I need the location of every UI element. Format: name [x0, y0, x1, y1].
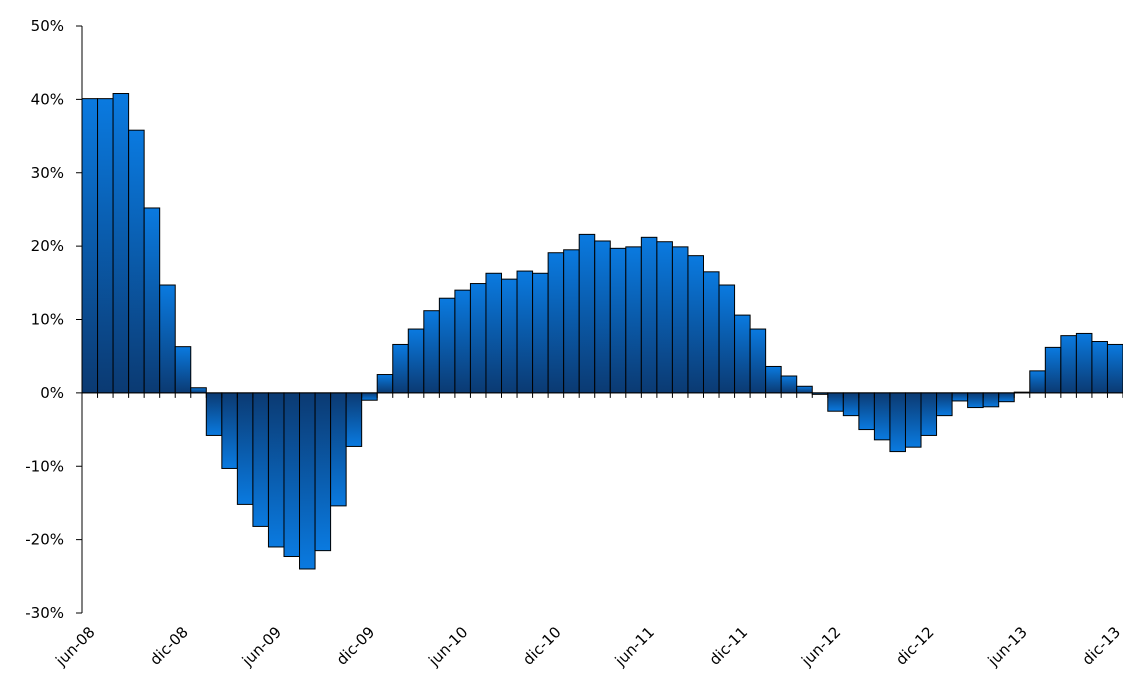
bar-feb-09 [205, 392, 223, 436]
bar-jul-12 [842, 392, 860, 417]
y-tick-label: -10% [25, 457, 64, 475]
bar-mar-09 [221, 392, 238, 469]
bar-dic-08 [174, 346, 192, 394]
bar-feb-10 [392, 343, 409, 394]
x-tick-label: jun-08 [51, 623, 98, 670]
bar-nov-13 [1091, 341, 1108, 394]
bar-ago-08 [112, 93, 130, 394]
bar-abr-09 [236, 392, 254, 505]
bar-oct-09 [330, 392, 347, 507]
x-tick-label: dic-13 [1078, 623, 1123, 669]
bar-ene-09 [190, 387, 207, 394]
bar-nov-12 [904, 392, 922, 448]
bar-jun-10 [454, 289, 471, 394]
bar-jul-11 [656, 241, 673, 394]
bar-nov-09 [345, 392, 363, 447]
bar-may-13 [998, 392, 1015, 403]
x-tick-label: dic-11 [706, 623, 752, 669]
x-tick-label: dic-09 [333, 623, 379, 669]
bar-ene-11 [563, 249, 580, 394]
bar-sep-13 [1060, 335, 1077, 394]
bar-dic-10 [547, 252, 565, 394]
bar-nov-08 [159, 284, 176, 394]
bar-may-09 [252, 392, 269, 527]
bars-group [81, 93, 1123, 570]
bar-sep-11 [687, 255, 705, 394]
bar-jul-08 [97, 98, 114, 394]
bar-sep-12 [873, 392, 891, 441]
bar-abr-10 [423, 310, 440, 394]
y-tick-label: 20% [31, 237, 64, 255]
bar-ago-12 [858, 392, 875, 431]
bar-sep-09 [314, 392, 332, 552]
x-tick-label: dic-12 [892, 623, 938, 669]
bar-dic-12 [920, 392, 938, 436]
bar-ago-11 [671, 246, 689, 394]
bar-jun-12 [827, 392, 844, 412]
bar-sep-10 [501, 278, 518, 394]
bar-jul-10 [469, 283, 487, 394]
bar-feb-11 [578, 233, 596, 394]
x-tick-label: jun-12 [797, 623, 844, 670]
bar-oct-10 [516, 270, 534, 394]
x-tick-label: dic-10 [519, 623, 565, 669]
bar-dic-11 [734, 314, 751, 394]
x-tick-label: jun-13 [984, 623, 1031, 670]
x-tick-label: dic-08 [146, 623, 192, 669]
bar-feb-12 [765, 365, 782, 394]
y-tick-label: 0% [40, 384, 64, 402]
bar-oct-13 [1075, 332, 1093, 394]
bar-mar-13 [967, 392, 984, 409]
bar-oct-08 [143, 207, 161, 394]
bar-mar-10 [407, 328, 425, 394]
bar-feb-13 [951, 392, 969, 402]
bar-sep-08 [128, 129, 145, 394]
x-tick-label: jun-10 [424, 623, 471, 670]
bar-jul-09 [283, 392, 301, 558]
bar-mar-11 [594, 240, 611, 394]
y-tick-label: 30% [31, 164, 64, 182]
x-axis-labels: jun-08 dic-08 jun-09 dic-09 jun-10 dic-10 jun-… [51, 623, 1123, 670]
bar-abr-12 [796, 385, 813, 394]
bar-ene-13 [936, 392, 953, 417]
bar-oct-11 [702, 271, 720, 394]
y-tick-label: 40% [31, 90, 64, 108]
x-tick-label: jun-11 [611, 623, 658, 670]
bar-nov-11 [718, 284, 736, 394]
bar-jul-13 [1029, 370, 1046, 394]
y-tick-label: -20% [25, 531, 64, 549]
bar-jun-08 [81, 98, 99, 394]
y-axis-labels: -30% -20% -10% 0% 10% 20% 30% 40% 50% [25, 17, 64, 622]
y-tick-label: 10% [31, 311, 64, 329]
bar-ene-10 [376, 374, 394, 394]
bar-dic-13 [1106, 343, 1123, 394]
bar-jun-11 [640, 236, 658, 394]
bar-ago-09 [299, 392, 316, 570]
axes-group [76, 25, 1123, 614]
bar-nov-10 [532, 272, 549, 394]
y-tick-label: 50% [31, 17, 64, 35]
bar-may-11 [625, 246, 642, 394]
x-tick-label: jun-09 [238, 623, 285, 670]
bar-oct-12 [889, 392, 906, 453]
y-tick-label: -30% [25, 604, 64, 622]
bar-abr-11 [609, 247, 627, 394]
bar-ago-13 [1044, 346, 1062, 394]
bar-ene-12 [749, 328, 767, 394]
bar-abr-13 [982, 392, 1000, 408]
bar-ago-10 [485, 272, 503, 394]
bar-may-10 [438, 297, 456, 394]
bar-dic-09 [361, 392, 378, 401]
bar-mar-12 [780, 375, 798, 394]
bar-jun-09 [267, 392, 285, 548]
